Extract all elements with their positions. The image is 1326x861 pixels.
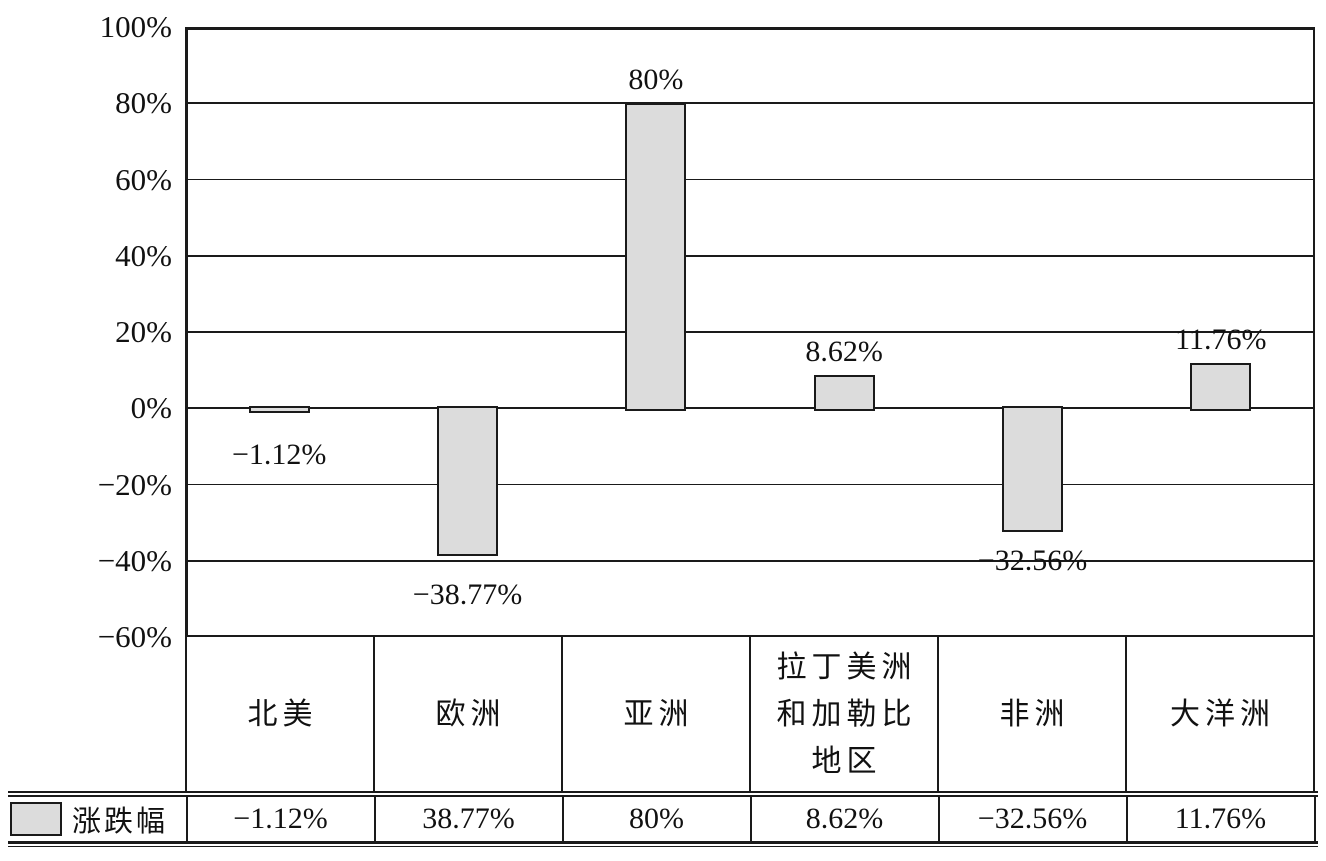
bar (248, 405, 310, 413)
category-cell: 亚洲 (563, 637, 751, 791)
gridline (185, 483, 1315, 486)
y-tick-label: 20% (115, 314, 172, 349)
legend-cell: 涨跌幅 (8, 797, 186, 841)
gridline (185, 559, 1315, 562)
gridline (185, 331, 1315, 333)
table-value-cell: 8.62% (749, 797, 938, 841)
y-axis-line (185, 27, 188, 637)
bar (1002, 405, 1063, 533)
bar (813, 375, 875, 411)
category-label-line: 拉丁美洲 (776, 650, 917, 684)
y-tick-label: −20% (97, 466, 172, 502)
y-tick-label: 80% (115, 85, 172, 121)
table-value-cell: −32.56% (937, 797, 1126, 841)
category-axis-row: 北美 欧洲 亚洲 拉丁美洲和加勒比地区 非洲 大洋洲 (185, 637, 1315, 791)
legend-series-label: 涨跌幅 (72, 806, 169, 838)
gridline (185, 102, 1315, 105)
legend-swatch-icon (10, 802, 62, 836)
plot-area: −1.12% −38.77% 80% 8.62% −32.56% 11.76% (185, 27, 1315, 637)
category-label-line: 和加勒比 (776, 697, 917, 731)
bar-value-label: 11.76% (1175, 323, 1267, 357)
bar-value-label: −1.12% (231, 438, 327, 472)
bar-value-label: −38.77% (412, 577, 523, 611)
gridline (185, 407, 1315, 410)
table-rule-bottom-thick (8, 841, 1318, 844)
bar (437, 405, 498, 557)
data-table-values: −1.12% 38.77% 80% 8.62% −32.56% 11.76% (185, 797, 1314, 841)
plot-border-right (1312, 27, 1315, 637)
category-cell: 大洋洲 (1127, 637, 1313, 791)
y-tick-label: 100% (99, 9, 172, 44)
plot-border-top (185, 27, 1315, 30)
y-tick-label: 0% (130, 390, 172, 426)
category-cell: 欧洲 (375, 637, 563, 791)
table-rule-top-thin (8, 791, 1318, 793)
table-value-cell: 38.77% (373, 797, 562, 841)
category-label-line: 亚洲 (623, 697, 694, 731)
category-cell: 北美 (187, 637, 375, 791)
bar-value-label: 80% (628, 63, 684, 97)
bar (1190, 363, 1252, 411)
table-value-cell: 80% (561, 797, 750, 841)
category-cell: 非洲 (939, 637, 1127, 791)
category-label-line: 地区 (811, 744, 882, 778)
table-rule-bottom-thin (8, 845, 1318, 847)
category-label-line: 北美 (247, 697, 318, 731)
category-label-line: 大洋洲 (1170, 697, 1275, 731)
table-rule-top-thick (8, 794, 1318, 797)
bar-value-label: 8.62% (805, 335, 883, 369)
y-tick-label: 60% (115, 161, 172, 197)
y-tick-label: 40% (115, 237, 172, 273)
category-label-line: 欧洲 (435, 697, 506, 731)
bar (625, 103, 687, 411)
legend-data-table-row: 涨跌幅 −1.12% 38.77% 80% 8.62% −32.56% 11.76% (8, 797, 1316, 841)
y-tick-label: −40% (97, 542, 172, 578)
gridline (185, 178, 1315, 181)
table-value-cell: −1.12% (185, 797, 374, 841)
y-tick-label: −60% (97, 619, 172, 654)
category-cell: 拉丁美洲和加勒比地区 (751, 637, 939, 791)
table-value-cell: 11.76% (1125, 797, 1314, 841)
plot-border-bottom (185, 634, 1315, 637)
gridline (185, 254, 1315, 257)
bar-value-label: −32.56% (977, 543, 1088, 577)
category-label-line: 非洲 (999, 697, 1070, 731)
